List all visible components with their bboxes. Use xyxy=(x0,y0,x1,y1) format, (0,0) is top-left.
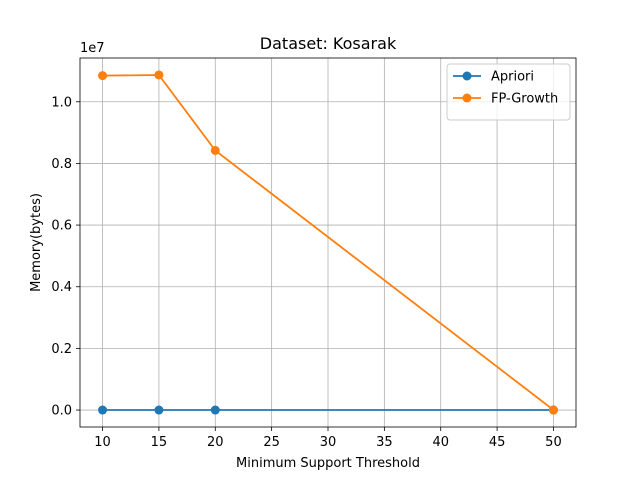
axis-ticks: 10 15 20 25 30 35 40 45 50 0.0 0.2 0.4 0.6 0.8 1.0 xyxy=(51,95,561,450)
legend-marker xyxy=(462,93,472,103)
data-point xyxy=(154,70,164,80)
x-tick-label: 15 xyxy=(151,435,168,450)
y-tick-label: 0.2 xyxy=(51,342,72,357)
x-tick-label: 10 xyxy=(94,435,111,450)
data-point xyxy=(210,405,220,415)
chart-title: Dataset: Kosarak xyxy=(260,34,397,53)
x-tick-label: 30 xyxy=(320,435,337,450)
x-axis-label: Minimum Support Threshold xyxy=(236,456,420,471)
legend-marker xyxy=(462,71,472,81)
series-lines xyxy=(98,70,558,415)
y-axis-label: Memory(bytes) xyxy=(29,193,44,292)
data-point xyxy=(548,405,558,415)
x-tick-label: 25 xyxy=(263,435,280,450)
data-point xyxy=(210,145,220,155)
series-line xyxy=(102,74,555,411)
x-tick-label: 45 xyxy=(489,435,506,450)
data-point xyxy=(154,405,164,415)
data-point xyxy=(98,71,108,81)
legend-label: Apriori xyxy=(491,70,534,85)
y-axis-scale-label: 1e7 xyxy=(80,41,105,56)
legend-box xyxy=(446,63,571,121)
y-tick-label: 0.4 xyxy=(51,280,72,295)
data-point xyxy=(98,405,108,415)
y-tick-label: 0.8 xyxy=(51,157,72,172)
x-tick-label: 50 xyxy=(545,435,562,450)
y-tick-label: 0.0 xyxy=(51,404,72,419)
x-tick-label: 20 xyxy=(207,435,224,450)
y-tick-label: 1.0 xyxy=(51,95,72,110)
legend-label: FP-Growth xyxy=(491,92,558,107)
x-tick-label: 35 xyxy=(376,435,393,450)
y-tick-label: 0.6 xyxy=(51,219,72,234)
x-tick-label: 40 xyxy=(432,435,449,450)
legend: Apriori FP-Growth xyxy=(446,63,571,121)
